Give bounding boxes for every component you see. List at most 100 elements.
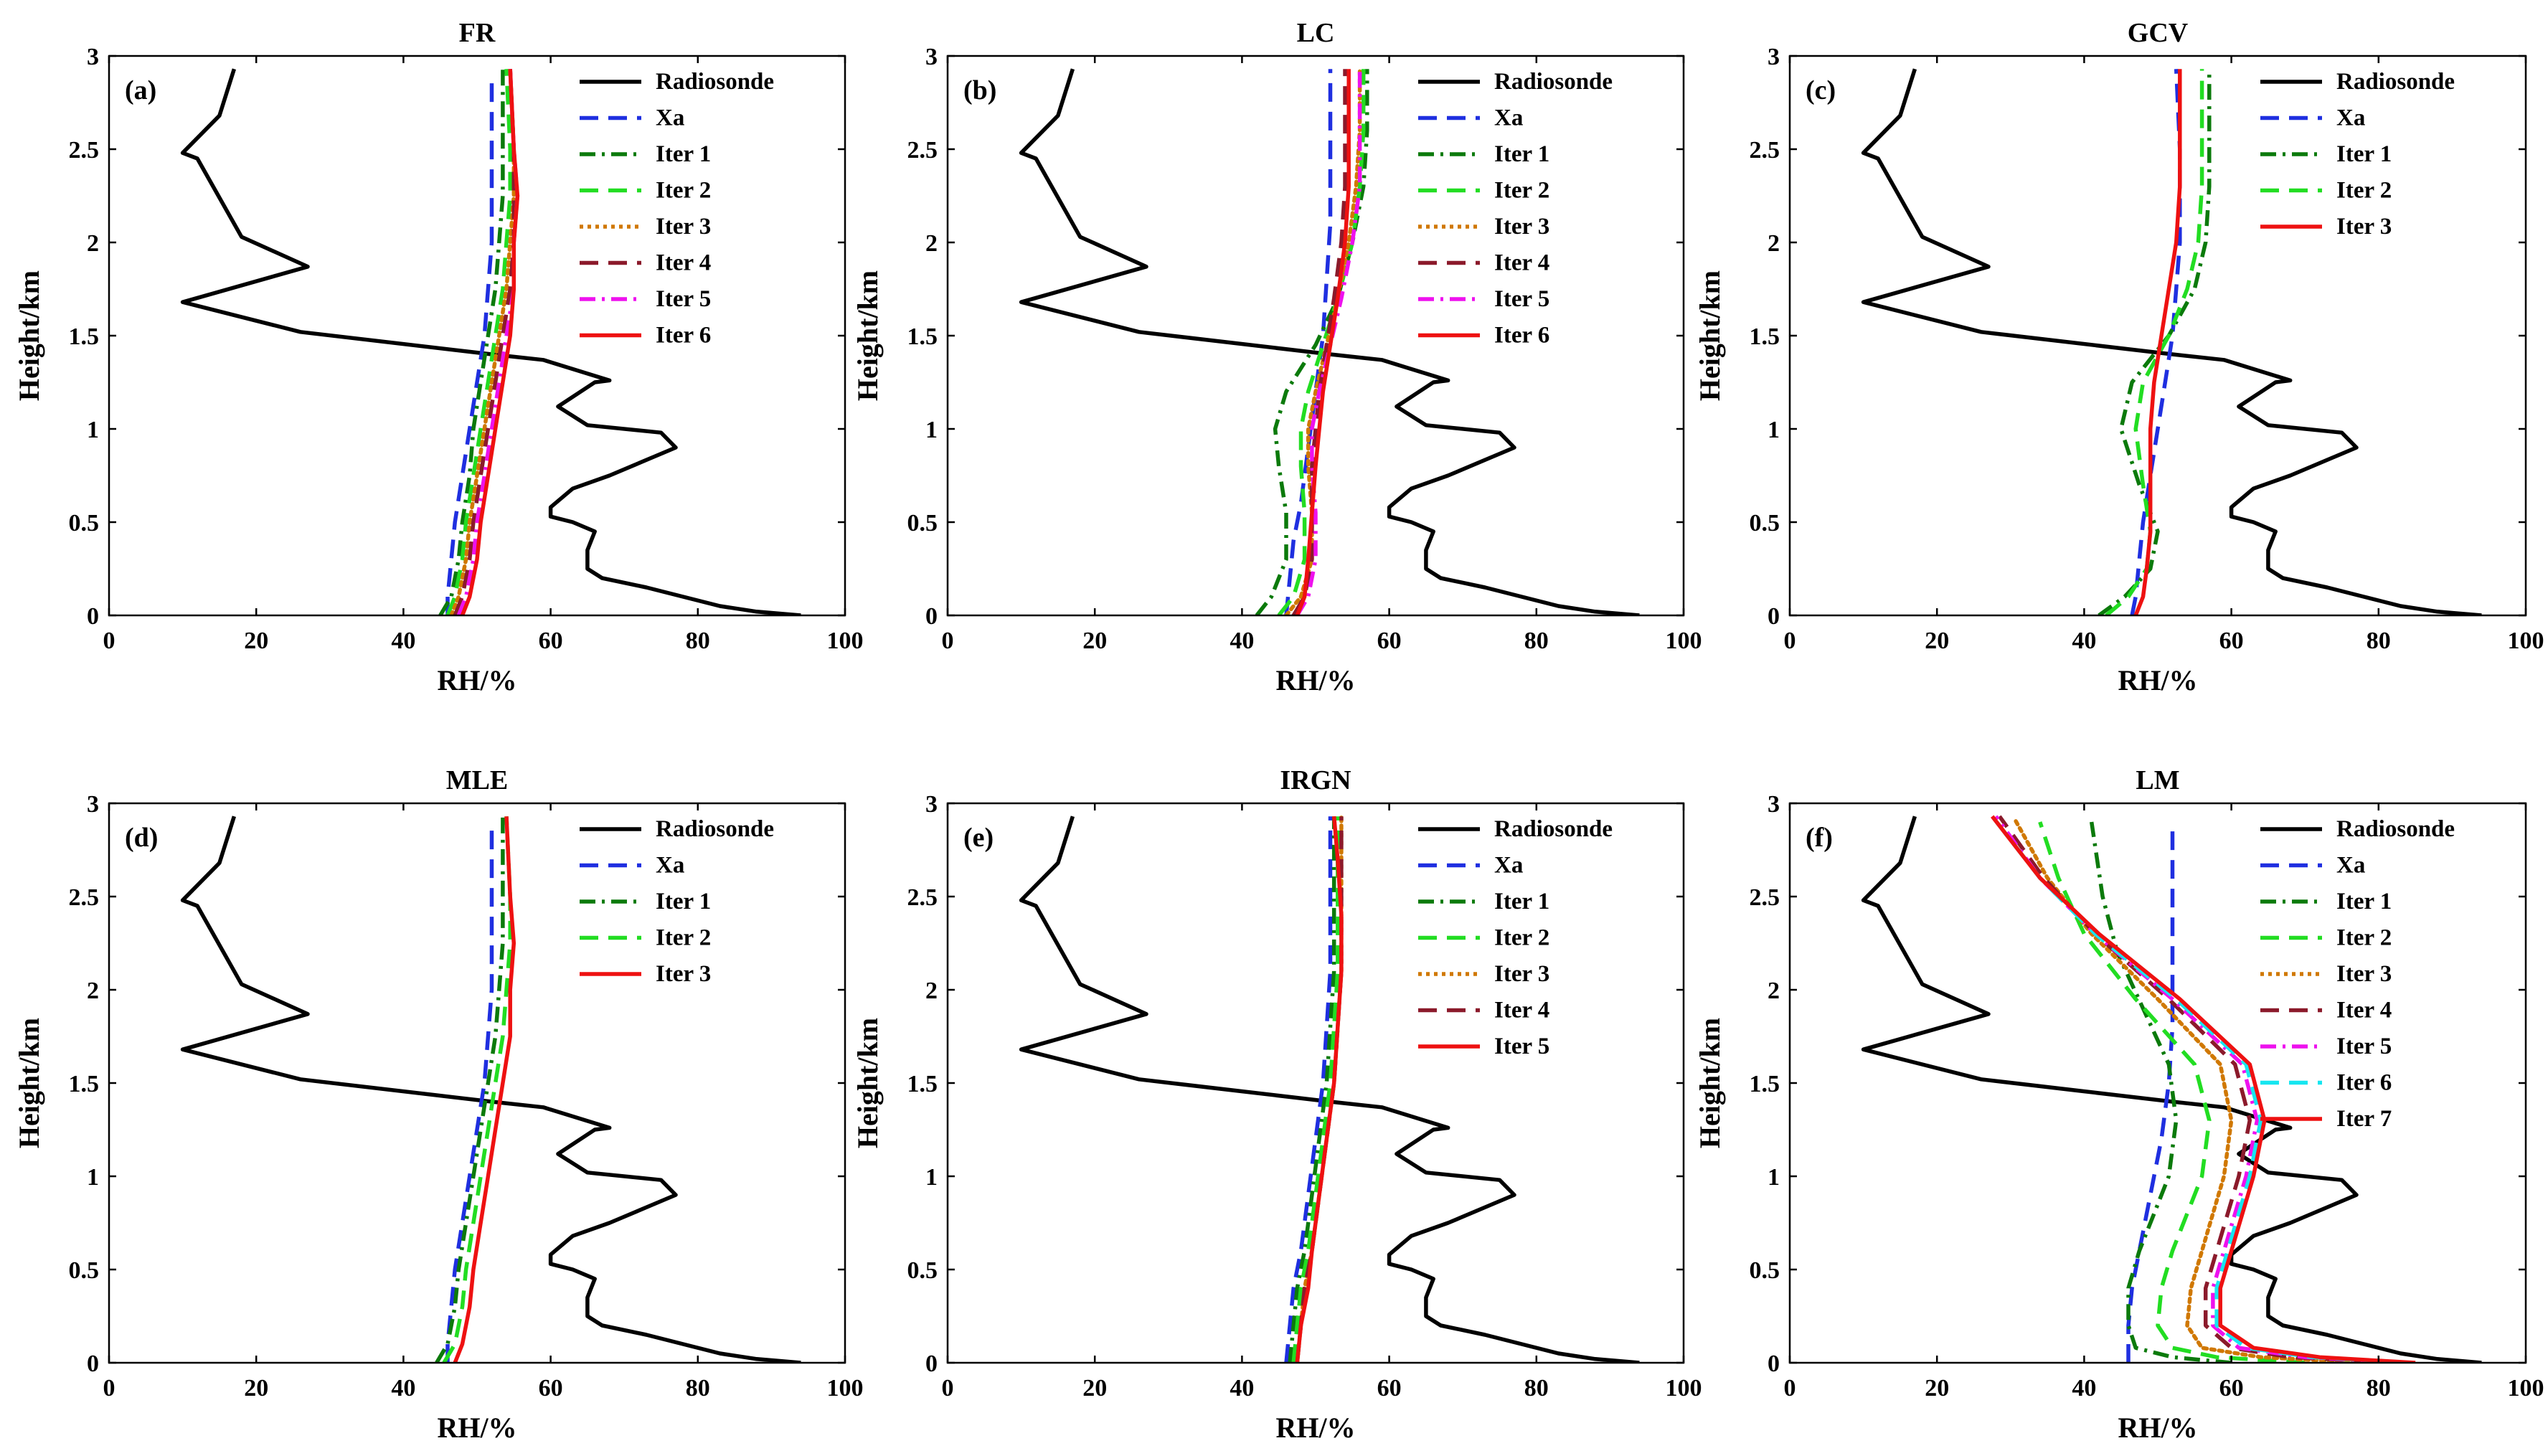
panel-a-legend-label-iter-3: Iter 3 [656, 214, 711, 240]
panel-f-y-tick-label: 2 [1768, 978, 1780, 1004]
panel-e-x-tick-label: 40 [1230, 1375, 1254, 1401]
panel-c-title: GCV [2128, 18, 2189, 48]
panel-f-legend-label-iter-5: Iter 5 [2336, 1034, 2392, 1059]
panel-a-y-tick-label: 1 [87, 417, 99, 443]
panel-a-y-axis-label: Height/km [13, 270, 45, 401]
panel-f-legend-label-iter-2: Iter 2 [2336, 925, 2392, 951]
panel-a-legend-label-iter-5: Iter 5 [656, 286, 711, 312]
panel-c-y-tick-label: 1 [1768, 417, 1780, 443]
panel-c-legend-label-iter-1: Iter 1 [2336, 141, 2392, 167]
panel-d-plot-area [109, 803, 845, 1363]
panel-c-x-tick-label: 40 [2072, 628, 2096, 654]
panel-d-x-tick-label: 60 [539, 1375, 563, 1401]
panel-e-legend-label-iter-2: Iter 2 [1494, 925, 1549, 951]
panel-e-y-tick-label: 1.5 [907, 1071, 938, 1097]
panel-c-y-tick-label: 2.5 [1750, 137, 1780, 164]
panel-b-legend-label-iter-4: Iter 4 [1494, 250, 1549, 276]
panel-f-series-iter-7-line [1991, 815, 2416, 1363]
panel-b-x-axis-label: RH/% [1275, 664, 1355, 696]
panel-f-x-tick-label: 100 [2508, 1375, 2544, 1401]
panel-e-legend-label-iter-3: Iter 3 [1494, 961, 1549, 987]
panel-c-x-tick-label: 80 [2367, 628, 2391, 654]
panel-f-legend-label-iter-4: Iter 4 [2336, 998, 2392, 1024]
panel-a-legend-label-iter-6: Iter 6 [656, 323, 711, 349]
panel-f-series-iter-1-line [2089, 821, 2232, 1363]
panel-d-legend: Radiosonde Xa Iter 1 Iter 2 Iter 3 [580, 816, 774, 987]
panel-e-y-tick-label: 3 [925, 791, 938, 818]
panel-b-series-iter-6-line [1295, 69, 1351, 615]
panel-a-title: FR [459, 18, 496, 48]
panel-c-x-tick-label: 0 [1784, 628, 1796, 654]
panel-c: 0 20 40 60 80 100 0 0.5 1 1.5 2 2.5 3 GCV RH/% Height/k… [1694, 18, 2544, 696]
panel-e-series-radiosonde-line [1019, 816, 1640, 1363]
panel-e-legend-label-iter-4: Iter 4 [1494, 998, 1549, 1024]
panel-f-series-xa-line [2126, 822, 2175, 1363]
panel-d-y-tick-label: 0 [87, 1351, 99, 1377]
panel-c-series-xa-line [2130, 69, 2182, 615]
panel-e-series [1019, 814, 1640, 1363]
panel-a-y-tick-label: 0.5 [69, 510, 100, 536]
panel-b-x-tick-label: 0 [942, 628, 954, 654]
panel-f-x-tick-label: 60 [2219, 1375, 2244, 1401]
panel-b-legend-label-xa: Xa [1494, 105, 1523, 131]
panel-e-legend-label-xa: Xa [1494, 853, 1523, 879]
panel-b-series-radiosonde-line [1019, 68, 1640, 615]
panel-b-x-tick-label: 60 [1377, 628, 1402, 654]
panel-e-x-tick-label: 80 [1524, 1375, 1549, 1401]
panel-f-x-axis-label: RH/% [2118, 1412, 2197, 1444]
panel-f-panel-letter: (f) [1806, 823, 1833, 853]
panel-d-x-tick-label: 0 [103, 1375, 115, 1401]
panel-b-legend-label-iter-5: Iter 5 [1494, 286, 1549, 312]
panel-b-y-tick-label: 1.5 [907, 323, 938, 350]
panel-b-y-tick-label: 3 [925, 44, 938, 70]
panel-f-legend-label-iter-1: Iter 1 [2336, 889, 2392, 914]
panel-c-y-tick-label: 0.5 [1750, 510, 1780, 536]
panel-c-y-tick-label: 0 [1768, 603, 1780, 630]
panel-a-legend-label-radiosonde: Radiosonde [656, 69, 774, 95]
panel-b-legend-label-iter-6: Iter 6 [1494, 323, 1549, 349]
panel-b-x-tick-label: 100 [1666, 628, 1702, 654]
panel-d-series-radiosonde-line [180, 816, 801, 1363]
panel-c-legend-label-iter-2: Iter 2 [2336, 178, 2392, 204]
panel-a-x-axis-label: RH/% [437, 664, 516, 696]
panel-c-y-axis-label: Height/km [1694, 270, 1726, 401]
panel-a-x-tick-label: 80 [686, 628, 710, 654]
panel-d-title: MLE [446, 765, 509, 795]
panel-e-y-tick-label: 0.5 [907, 1257, 938, 1284]
panel-f-y-tick-label: 1 [1768, 1164, 1780, 1191]
panel-c-series-radiosonde-line [1861, 68, 2482, 615]
panel-b-y-tick-label: 0.5 [907, 510, 938, 536]
panel-f-title: LM [2136, 765, 2179, 795]
panel-d-series-iter-3-line [453, 816, 516, 1363]
panel-e-series-iter-1-line [1288, 816, 1336, 1363]
panel-d-legend-label-xa: Xa [656, 853, 684, 879]
panel-f-legend-label-iter-7: Iter 7 [2336, 1106, 2392, 1132]
panel-c-legend: Radiosonde Xa Iter 1 Iter 2 Iter 3 [2260, 69, 2455, 240]
panel-e-y-axis-label: Height/km [851, 1018, 884, 1148]
panel-f-y-tick-label: 1.5 [1750, 1071, 1780, 1097]
panel-c-series [1861, 68, 2482, 615]
panel-a-legend: Radiosonde Xa Iter 1 Iter 2 Iter 3 Iter 4 Iter… [580, 69, 774, 349]
panel-e-x-tick-label: 60 [1377, 1375, 1402, 1401]
panel-a-x-tick-label: 100 [827, 628, 864, 654]
panel-e-title: IRGN [1280, 765, 1351, 795]
panel-f-x-tick-label: 80 [2367, 1375, 2391, 1401]
panel-b: 0 20 40 60 80 100 0 0.5 1 1.5 2 2.5 3 LC RH/% Height/km… [851, 18, 1702, 696]
panel-b-legend-label-iter-1: Iter 1 [1494, 141, 1549, 167]
panel-c-y-tick-label: 1.5 [1750, 323, 1780, 350]
panel-f-y-axis-label: Height/km [1694, 1018, 1726, 1148]
panel-a-y-tick-label: 0 [87, 603, 99, 630]
panel-b-legend-label-iter-2: Iter 2 [1494, 178, 1549, 204]
panel-a-series-iter-6-line [460, 69, 520, 615]
panel-e-y-tick-label: 1 [925, 1164, 938, 1191]
panel-c-legend-label-xa: Xa [2336, 105, 2365, 131]
panel-d-x-tick-label: 100 [827, 1375, 864, 1401]
panel-d-legend-label-iter-2: Iter 2 [656, 925, 711, 951]
panel-b-legend-label-radiosonde: Radiosonde [1494, 69, 1613, 95]
panel-e-plot-area [948, 803, 1684, 1363]
panel-e-y-tick-label: 0 [925, 1351, 938, 1377]
panel-a-legend-label-iter-1: Iter 1 [656, 141, 711, 167]
panel-e-legend: Radiosonde Xa Iter 1 Iter 2 Iter 3 Iter 4 Iter… [1418, 816, 1613, 1059]
panel-d-x-tick-label: 80 [686, 1375, 710, 1401]
